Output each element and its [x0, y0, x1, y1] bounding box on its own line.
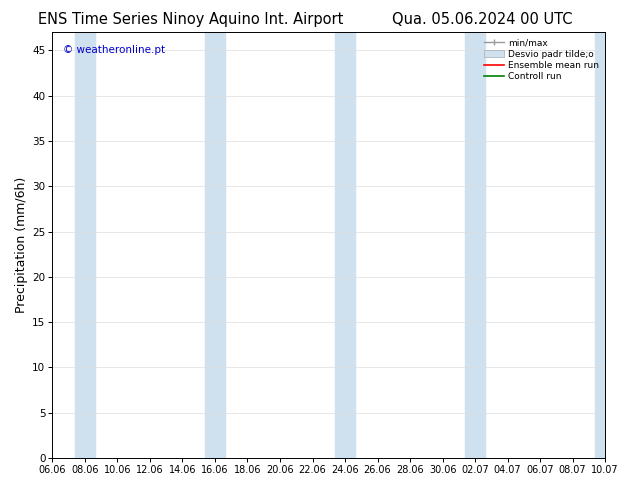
- Bar: [465, 32, 485, 458]
- Bar: [335, 32, 355, 458]
- Bar: [205, 32, 224, 458]
- Text: Qua. 05.06.2024 00 UTC: Qua. 05.06.2024 00 UTC: [392, 12, 572, 27]
- Legend: min/max, Desvio padr tilde;o, Ensemble mean run, Controll run: min/max, Desvio padr tilde;o, Ensemble m…: [482, 37, 600, 83]
- Bar: [75, 32, 94, 458]
- Bar: [595, 32, 615, 458]
- Text: © weatheronline.pt: © weatheronline.pt: [63, 45, 165, 55]
- Text: ENS Time Series Ninoy Aquino Int. Airport: ENS Time Series Ninoy Aquino Int. Airpor…: [37, 12, 343, 27]
- Y-axis label: Precipitation (mm/6h): Precipitation (mm/6h): [15, 177, 28, 313]
